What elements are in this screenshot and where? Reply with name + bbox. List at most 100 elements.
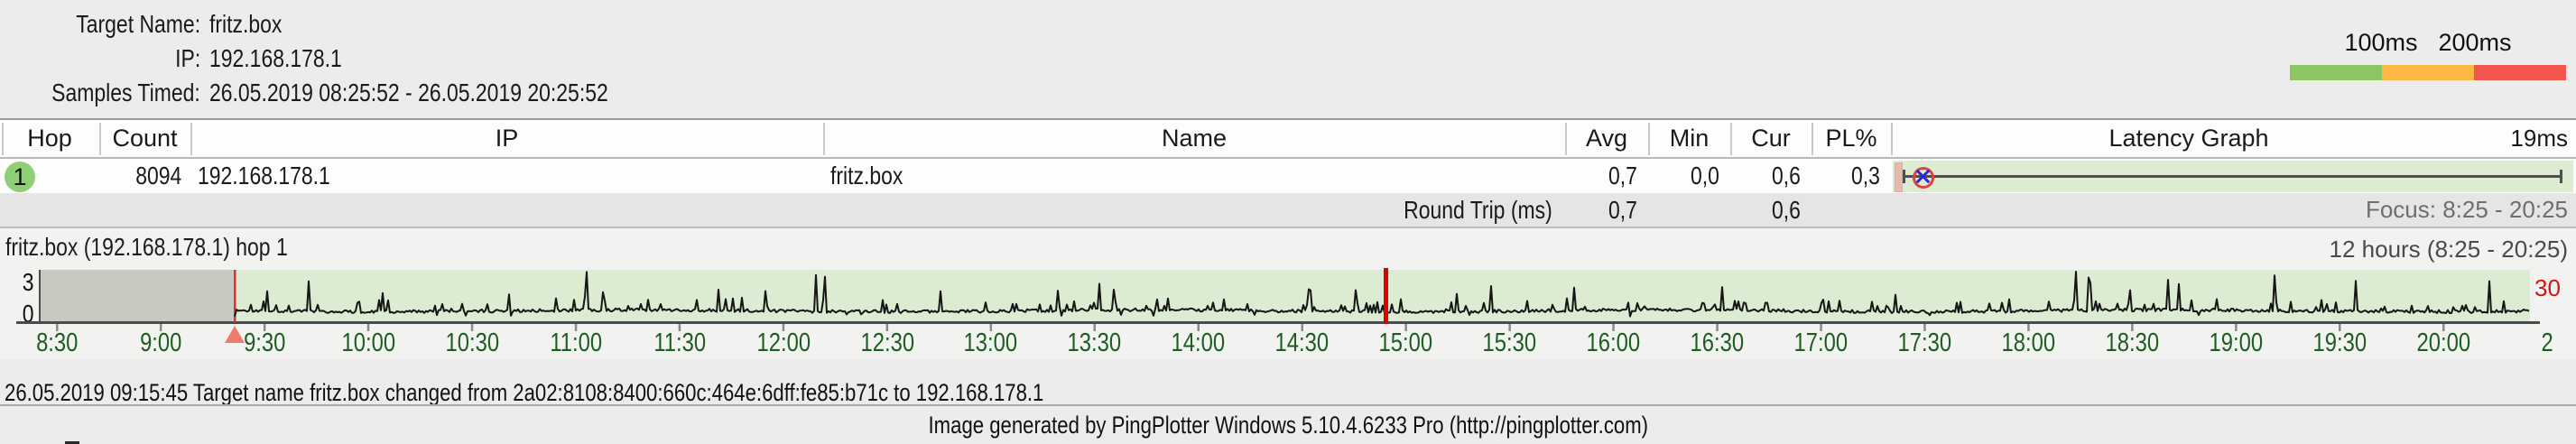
round-trip-avg: 0,7 — [1608, 196, 1637, 224]
footer-credit: Image generated by PingPlotter Windows 5… — [928, 412, 1648, 439]
x-tick-label: 12:00 — [756, 328, 811, 357]
x-axis-tick — [470, 324, 474, 331]
round-trip-label: Round Trip (ms) — [1404, 196, 1552, 224]
latency-trace — [234, 271, 2530, 318]
samples-timed-value: 26.05.2019 08:25:52 - 26.05.2019 20:25:5… — [209, 79, 608, 106]
x-axis-tick — [1923, 324, 1926, 331]
x-tick-label: 16:30 — [1690, 328, 1745, 357]
x-axis-tick — [1508, 324, 1511, 331]
x-tick-label: 18:00 — [2001, 328, 2056, 357]
hop-number-badge: 1 — [5, 162, 35, 192]
x-axis-tick — [159, 324, 162, 331]
x-tick-label: 14:00 — [1171, 328, 1226, 357]
legend-100ms-label: 100ms — [2344, 29, 2418, 56]
event-log-entry: 26.05.2019 09:15:45 Target name fritz.bo… — [5, 379, 1044, 406]
timeline-range-label: 12 hours (8:25 - 20:25) — [2329, 236, 2569, 263]
timeline-band: fritz.box (192.168.178.1) hop 1 12 hours… — [0, 228, 2576, 359]
table-top-border — [0, 118, 2576, 120]
y-axis-label-0: 0 — [23, 300, 34, 328]
round-trip-row — [0, 193, 2576, 227]
x-tick-label: 17:30 — [1897, 328, 1952, 357]
col-header-min[interactable]: Min — [1669, 125, 1710, 152]
y-axis-line — [39, 270, 41, 322]
x-axis-tick — [678, 324, 681, 331]
x-tick-label: 13:30 — [1067, 328, 1122, 357]
legend-color-bar — [2290, 65, 2566, 80]
col-header-cur[interactable]: Cur — [1751, 125, 1791, 152]
x-tick-label: 18:30 — [2105, 328, 2160, 357]
col-header-count[interactable]: Count — [112, 125, 178, 152]
x-tick-label: 20:00 — [2416, 328, 2470, 357]
x-axis-tick — [2131, 324, 2134, 331]
x-tick-label: 15:00 — [1378, 328, 1433, 357]
x-axis-tick — [1716, 324, 1719, 331]
x-axis-tick — [263, 324, 266, 331]
x-axis-tick — [574, 324, 578, 331]
x-tick-label: 9:30 — [243, 328, 286, 357]
x-axis-tick — [1197, 324, 1200, 331]
x-tick-label: 11:00 — [550, 328, 602, 357]
col-header-avg[interactable]: Avg — [1585, 125, 1628, 152]
x-axis-tick — [782, 324, 785, 331]
legend-segment-bad — [2474, 65, 2566, 80]
hop-count: 8094 — [134, 162, 181, 190]
x-tick-label: 16:00 — [1586, 328, 1641, 357]
hop-ip: 192.168.178.1 — [198, 162, 330, 190]
cursor-marker-line[interactable] — [1384, 268, 1388, 324]
latency-scale-line — [1903, 175, 2562, 178]
round-trip-border — [0, 227, 2576, 228]
x-axis-tick — [885, 324, 889, 331]
x-tick-label: 12:30 — [860, 328, 914, 357]
x-tick-label: 10:00 — [341, 328, 395, 357]
x-tick-label: 13:00 — [964, 328, 1018, 357]
x-tick-label: 14:30 — [1274, 328, 1330, 357]
hop-cur: 0,6 — [1772, 162, 1801, 190]
samples-timed-label: Samples Timed: — [51, 79, 200, 106]
x-axis-tick — [2235, 324, 2238, 331]
x-tick-label: 9:00 — [139, 328, 182, 357]
col-header-ip[interactable]: IP — [495, 125, 519, 152]
x-axis-tick — [1404, 324, 1407, 331]
legend-segment-good — [2290, 65, 2382, 80]
latency-scale-label: 19ms — [2510, 125, 2568, 152]
x-axis-tick — [1612, 324, 1615, 331]
x-tick-label: 8:30 — [36, 328, 79, 357]
col-header-latency-graph[interactable]: Latency Graph — [2108, 125, 2269, 152]
y-axis-label-3: 3 — [23, 268, 34, 296]
x-axis-tick — [1093, 324, 1096, 331]
latency-range-bar — [1895, 162, 1903, 192]
plot-area[interactable] — [40, 270, 2530, 322]
focus-range-label: Focus: 8:25 - 20:25 — [2365, 196, 2568, 223]
col-header-name[interactable]: Name — [1161, 125, 1228, 152]
hop-pl: 0,3 — [1851, 162, 1880, 190]
ip-label: IP: — [174, 44, 200, 72]
timeline-title: fritz.box (192.168.178.1) hop 1 — [5, 233, 288, 261]
x-tick-label: 2 — [2541, 328, 2553, 357]
no-data-region — [40, 270, 235, 322]
col-header-hop[interactable]: Hop — [27, 125, 72, 152]
event-triangle-marker[interactable] — [225, 326, 245, 343]
x-axis-tick — [2339, 324, 2341, 331]
x-tick-label: 19:00 — [2209, 328, 2264, 357]
x-axis-tick — [366, 324, 370, 331]
latency-scale-left-tick — [1903, 170, 1905, 183]
hop-avg: 0,7 — [1608, 162, 1637, 190]
footer-divider — [0, 404, 2576, 406]
round-trip-cur: 0,6 — [1772, 196, 1801, 224]
x-axis-line — [16, 321, 2540, 324]
x-tick-label: 17:00 — [1793, 328, 1849, 357]
x-tick-label: 11:30 — [653, 328, 706, 357]
timeline-plot[interactable] — [0, 228, 2576, 364]
target-name-value: fritz.box — [209, 10, 283, 38]
latency-scale-right-tick — [2560, 170, 2562, 183]
ip-value: 192.168.178.1 — [209, 44, 342, 72]
x-axis-tick — [56, 324, 59, 331]
x-axis-tick — [1301, 324, 1303, 331]
target-name-label: Target Name: — [76, 10, 200, 38]
legend-200ms-label: 200ms — [2438, 29, 2512, 56]
y-scale-max-label: 30 — [2534, 274, 2561, 301]
col-header-pl[interactable]: PL% — [1825, 125, 1877, 152]
x-tick-label: 10:30 — [445, 328, 499, 357]
x-axis-tick — [989, 324, 993, 331]
